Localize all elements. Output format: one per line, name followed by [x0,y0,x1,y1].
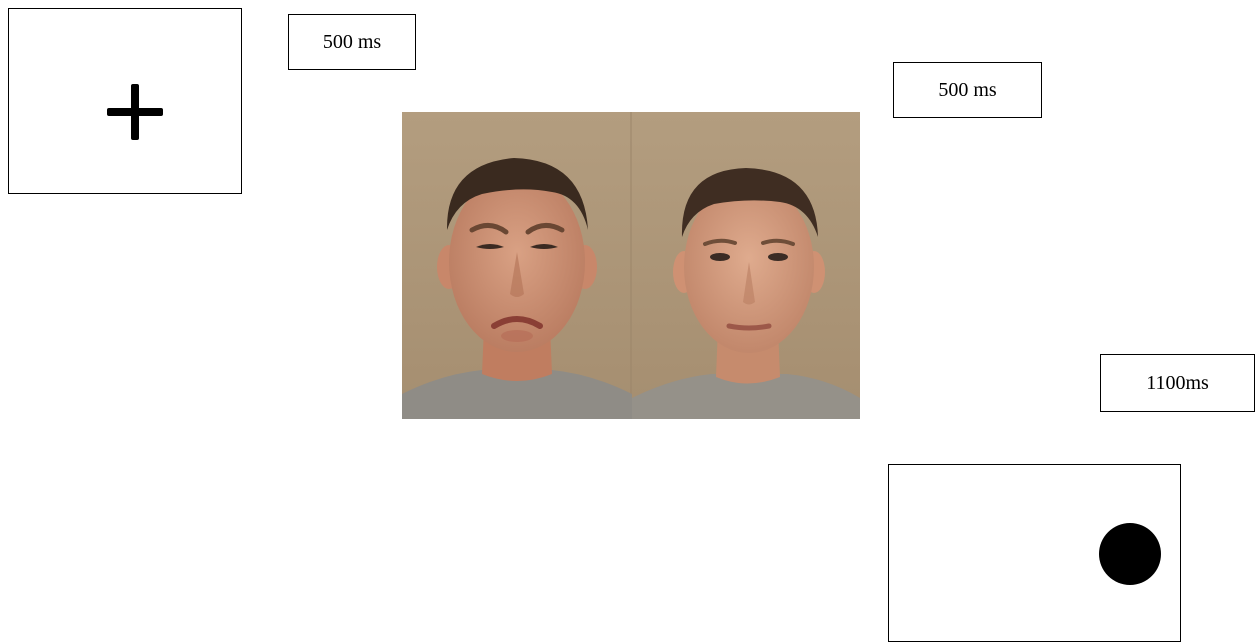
left-face [402,158,632,419]
face-pair-svg [402,112,860,419]
face-pair-image [402,112,860,419]
probe-dot [1099,523,1161,585]
probe-duration-label: 1100ms [1100,354,1255,412]
faces-duration-label: 500 ms [893,62,1042,118]
fixation-cross-vertical [131,84,139,140]
fixation-duration-label: 500 ms [288,14,416,70]
fixation-frame [8,8,242,194]
right-face [632,168,860,419]
probe-frame [888,464,1181,642]
